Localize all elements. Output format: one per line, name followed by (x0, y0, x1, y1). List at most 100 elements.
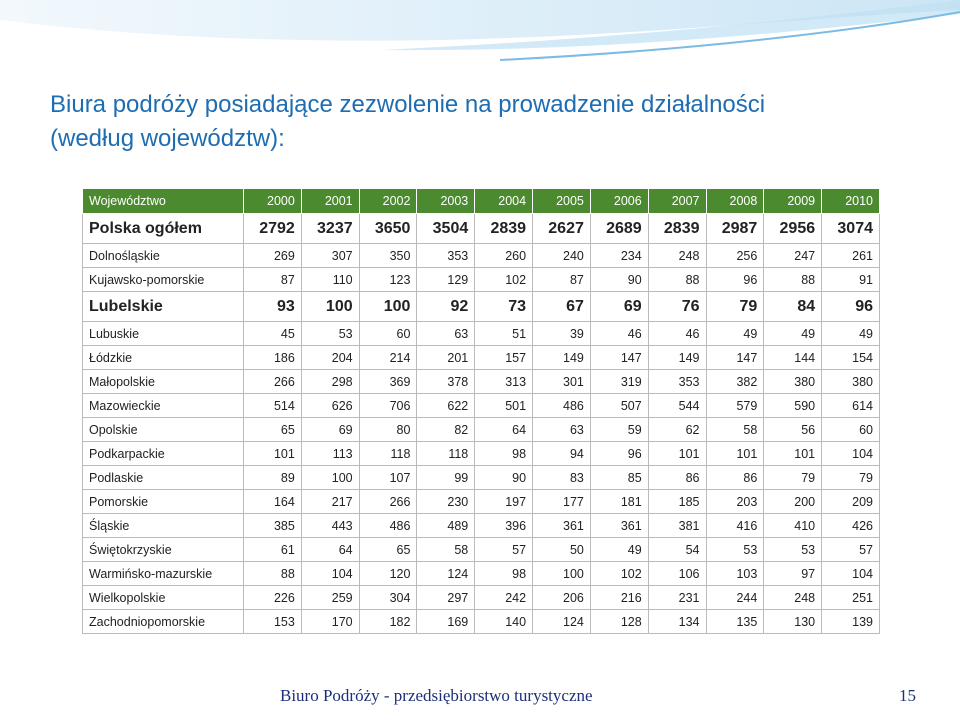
value-cell: 65 (358, 537, 418, 562)
region-cell: Dolnośląskie (82, 243, 244, 268)
value-cell: 378 (416, 369, 476, 394)
region-cell: Lubuskie (82, 321, 244, 346)
value-cell: 100 (532, 561, 591, 586)
value-cell: 113 (300, 441, 360, 466)
value-cell: 154 (821, 345, 880, 370)
table-row: Wielkopolskie 226 259 304 297 242 206 216 231 244… (82, 585, 880, 610)
value-cell: 380 (821, 369, 880, 394)
value-cell: 53 (763, 537, 823, 562)
header-row: Województwo 2000 2001 2002 2003 2004 2005 2006 2… (82, 188, 880, 214)
value-cell: 2689 (589, 213, 649, 244)
table-row: Polska ogółem 2792 3237 3650 3504 2839 2627 268… (82, 213, 880, 244)
value-cell: 260 (474, 243, 534, 268)
value-cell: 149 (532, 345, 591, 370)
value-cell: 251 (821, 585, 880, 610)
value-cell: 313 (474, 369, 534, 394)
header-cell: 2003 (416, 188, 476, 214)
value-cell: 99 (416, 465, 476, 490)
table-row: Kujawsko-pomorskie 87 110 123 129 102 87 90 88 96… (82, 267, 880, 292)
value-cell: 507 (589, 393, 649, 418)
value-cell: 86 (647, 465, 707, 490)
value-cell: 54 (647, 537, 707, 562)
title-line: (według województw): (50, 125, 285, 152)
value-cell: 45 (243, 321, 302, 346)
header-cell: 2006 (589, 188, 649, 214)
value-cell: 56 (763, 417, 823, 442)
value-cell: 186 (243, 345, 302, 370)
value-cell: 297 (416, 585, 476, 610)
footer-text: Biuro Podróży - przedsiębiorstwo turysty… (280, 686, 593, 705)
value-cell: 50 (532, 537, 591, 562)
value-cell: 51 (474, 321, 534, 346)
value-cell: 170 (300, 609, 360, 634)
value-cell: 67 (532, 291, 591, 322)
value-cell: 96 (705, 267, 765, 292)
value-cell: 410 (763, 513, 823, 538)
value-cell: 396 (474, 513, 534, 538)
value-cell: 382 (705, 369, 765, 394)
value-cell: 104 (821, 561, 880, 586)
value-cell: 266 (358, 489, 418, 514)
value-cell: 149 (647, 345, 707, 370)
value-cell: 94 (532, 441, 591, 466)
value-cell: 87 (243, 267, 302, 292)
value-cell: 62 (647, 417, 707, 442)
data-table: Województwo 2000 2001 2002 2003 2004 2005 2006 2… (82, 188, 880, 634)
value-cell: 614 (821, 393, 880, 418)
value-cell: 501 (474, 393, 534, 418)
table-row: Małopolskie 266 298 369 378 313 301 319 353 382 38… (82, 369, 880, 394)
value-cell: 120 (358, 561, 418, 586)
value-cell: 209 (821, 489, 880, 514)
value-cell: 91 (821, 267, 880, 292)
region-cell: Polska ogółem (82, 213, 244, 244)
value-cell: 63 (532, 417, 591, 442)
value-cell: 123 (358, 267, 418, 292)
value-cell: 266 (243, 369, 302, 394)
value-cell: 96 (589, 441, 649, 466)
value-cell: 118 (416, 441, 476, 466)
value-cell: 298 (300, 369, 360, 394)
value-cell: 259 (300, 585, 360, 610)
region-cell: Zachodniopomorskie (82, 609, 244, 634)
value-cell: 489 (416, 513, 476, 538)
value-cell: 2987 (705, 213, 765, 244)
region-cell: Śląskie (82, 513, 244, 538)
value-cell: 69 (589, 291, 649, 322)
value-cell: 486 (358, 513, 418, 538)
value-cell: 85 (589, 465, 649, 490)
value-cell: 101 (243, 441, 302, 466)
value-cell: 353 (647, 369, 707, 394)
value-cell: 181 (589, 489, 649, 514)
table-row: Podlaskie 89 100 107 99 90 83 85 86 86 79 79 (82, 465, 880, 490)
value-cell: 197 (474, 489, 534, 514)
value-cell: 381 (647, 513, 707, 538)
value-cell: 49 (763, 321, 823, 346)
title-line: Biura podróży posiadające zezwolenie na … (50, 91, 766, 118)
value-cell: 104 (300, 561, 360, 586)
value-cell: 240 (532, 243, 591, 268)
value-cell: 82 (416, 417, 476, 442)
table-row: Podkarpackie 101 113 118 118 98 94 96 101 101 101 1… (82, 441, 880, 466)
value-cell: 269 (243, 243, 302, 268)
table-row: Śląskie 385 443 486 489 396 361 361 381 416 410 426 (82, 513, 880, 538)
value-cell: 98 (474, 561, 534, 586)
value-cell: 100 (300, 291, 360, 322)
header-cell: 2004 (474, 188, 534, 214)
value-cell: 107 (358, 465, 418, 490)
region-cell: Mazowieckie (82, 393, 244, 418)
value-cell: 153 (243, 609, 302, 634)
value-cell: 353 (416, 243, 476, 268)
region-cell: Lubelskie (82, 291, 244, 322)
value-cell: 514 (243, 393, 302, 418)
header-cell: 2005 (532, 188, 591, 214)
value-cell: 3074 (821, 213, 880, 244)
header-cell: Województwo (82, 188, 244, 214)
value-cell: 200 (763, 489, 823, 514)
value-cell: 60 (821, 417, 880, 442)
page-number: 15 (899, 686, 916, 705)
value-cell: 88 (647, 267, 707, 292)
value-cell: 361 (589, 513, 649, 538)
value-cell: 182 (358, 609, 418, 634)
value-cell: 93 (243, 291, 302, 322)
region-cell: Podkarpackie (82, 441, 244, 466)
